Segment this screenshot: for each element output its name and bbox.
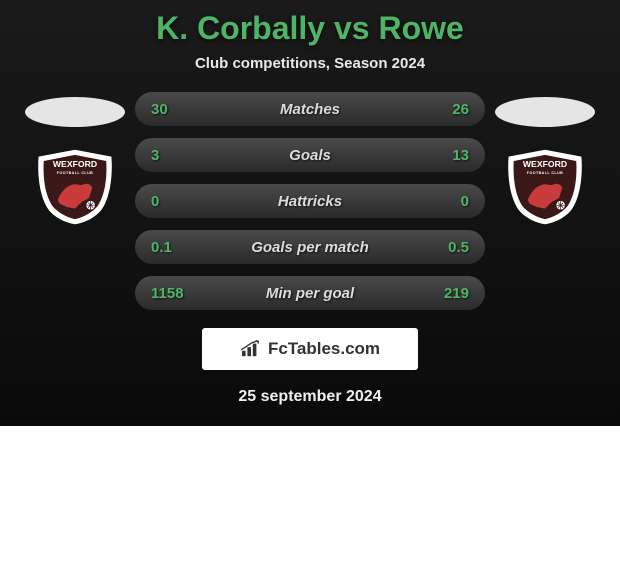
stat-row-hattricks: 0 Hattricks 0 (135, 184, 485, 218)
stat-right-value: 219 (409, 285, 469, 302)
stat-label: Goals per match (211, 239, 409, 256)
content-row: WEXFORD FOOTBALL CLUB 30 Matches 26 3 Go… (0, 92, 620, 310)
player-left-name: K. Corbally (156, 10, 325, 46)
brand-link[interactable]: FcTables.com (202, 328, 418, 370)
stat-left-value: 30 (151, 101, 211, 118)
page-title: K. Corbally vs Rowe (0, 10, 620, 47)
comparison-card: K. Corbally vs Rowe Club competitions, S… (0, 0, 620, 426)
subtitle: Club competitions, Season 2024 (0, 55, 620, 72)
stat-left-value: 0 (151, 193, 211, 210)
svg-text:FOOTBALL CLUB: FOOTBALL CLUB (57, 171, 93, 175)
bar-chart-icon (240, 340, 262, 358)
stat-right-value: 26 (409, 101, 469, 118)
stat-label: Goals (211, 147, 409, 164)
country-flag-right (495, 97, 595, 127)
stat-right-value: 13 (409, 147, 469, 164)
shield-icon: WEXFORD FOOTBALL CLUB (501, 148, 589, 226)
svg-text:WEXFORD: WEXFORD (53, 159, 97, 169)
shield-icon: WEXFORD FOOTBALL CLUB (31, 148, 119, 226)
stat-right-value: 0 (409, 193, 469, 210)
stat-label: Min per goal (211, 285, 409, 302)
stat-row-goals-per-match: 0.1 Goals per match 0.5 (135, 230, 485, 264)
svg-text:FOOTBALL CLUB: FOOTBALL CLUB (527, 171, 563, 175)
club-badge-left: WEXFORD FOOTBALL CLUB (25, 147, 125, 227)
stats-column: 30 Matches 26 3 Goals 13 0 Hattricks 0 0… (135, 92, 485, 310)
club-badge-right: WEXFORD FOOTBALL CLUB (495, 147, 595, 227)
stat-label: Hattricks (211, 193, 409, 210)
footer-date: 25 september 2024 (0, 388, 620, 406)
title-vs: vs (334, 10, 370, 46)
svg-text:WEXFORD: WEXFORD (523, 159, 567, 169)
left-player-column: WEXFORD FOOTBALL CLUB (15, 92, 135, 227)
stat-row-goals: 3 Goals 13 (135, 138, 485, 172)
stat-left-value: 3 (151, 147, 211, 164)
stat-label: Matches (211, 101, 409, 118)
country-flag-left (25, 97, 125, 127)
player-right-name: Rowe (378, 10, 463, 46)
brand-text: FcTables.com (268, 339, 380, 359)
stat-row-min-per-goal: 1158 Min per goal 219 (135, 276, 485, 310)
stat-row-matches: 30 Matches 26 (135, 92, 485, 126)
stat-left-value: 1158 (151, 285, 211, 302)
stat-left-value: 0.1 (151, 239, 211, 256)
right-player-column: WEXFORD FOOTBALL CLUB (485, 92, 605, 227)
stat-right-value: 0.5 (409, 239, 469, 256)
